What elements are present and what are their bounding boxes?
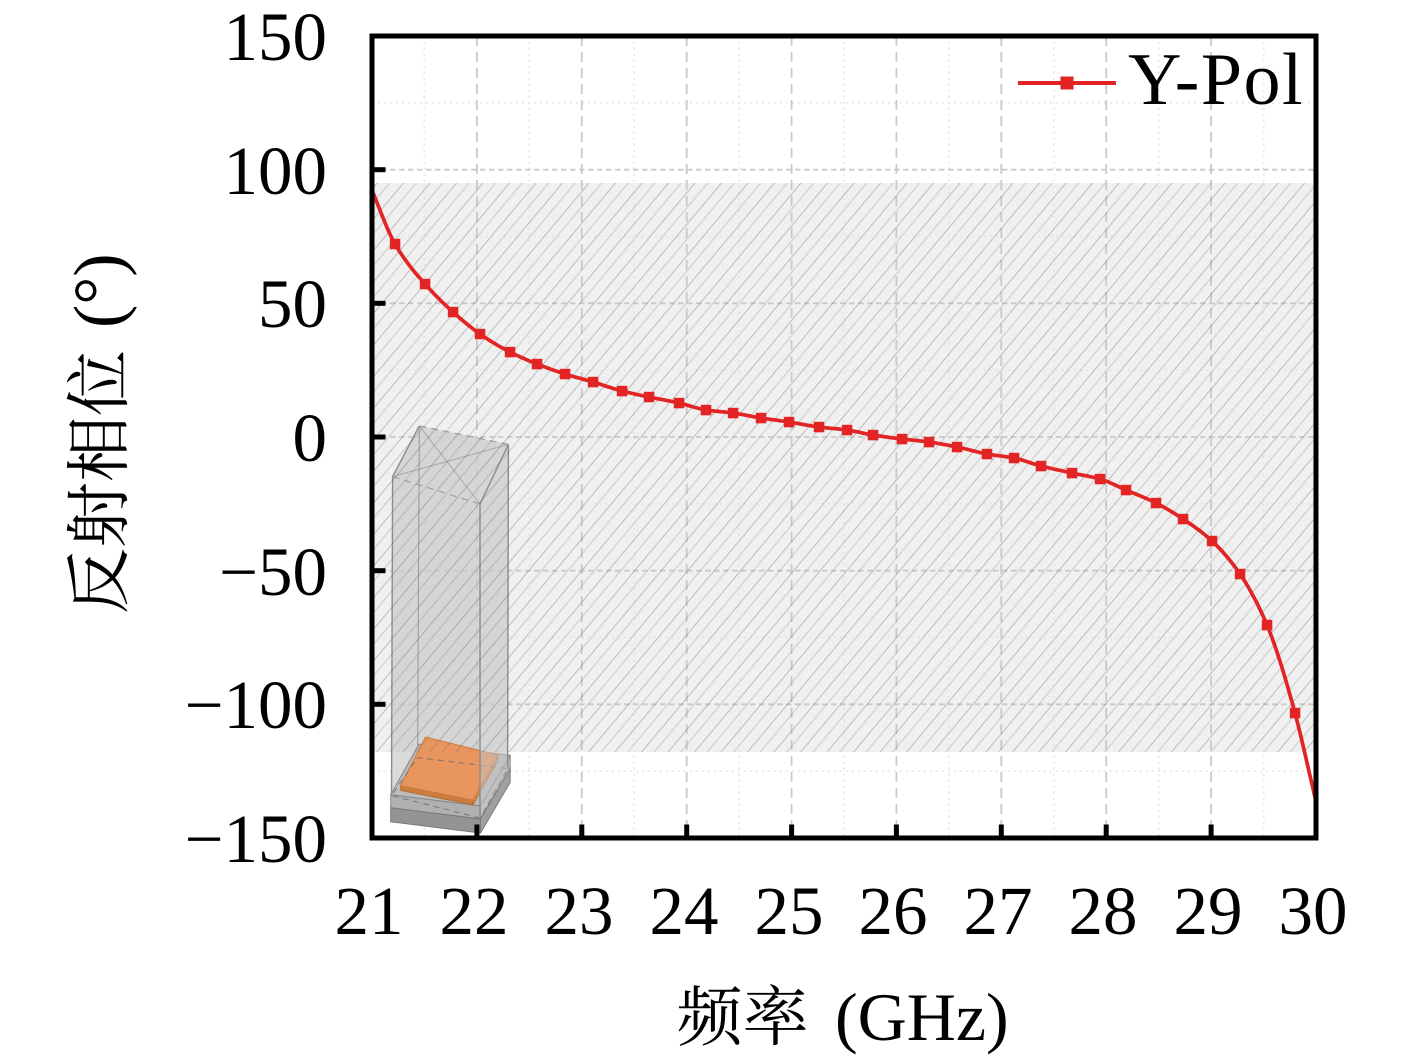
svg-text:0: 0 bbox=[293, 400, 328, 476]
svg-text:26: 26 bbox=[859, 873, 928, 949]
svg-text:25: 25 bbox=[755, 873, 824, 949]
svg-text:−100: −100 bbox=[185, 667, 327, 743]
svg-text:29: 29 bbox=[1174, 873, 1243, 949]
svg-text:50: 50 bbox=[258, 266, 327, 342]
svg-text:(GHz): (GHz) bbox=[835, 979, 1009, 1055]
svg-text:21: 21 bbox=[335, 873, 404, 949]
svg-text:Y-Pol: Y-Pol bbox=[1128, 39, 1304, 121]
svg-text:23: 23 bbox=[545, 873, 614, 949]
svg-text:−150: −150 bbox=[185, 801, 327, 877]
svg-text:27: 27 bbox=[964, 873, 1033, 949]
svg-text:22: 22 bbox=[440, 873, 509, 949]
svg-text:30: 30 bbox=[1279, 873, 1348, 949]
svg-text:100: 100 bbox=[224, 133, 328, 209]
svg-text:(°): (°) bbox=[61, 253, 138, 328]
svg-text:28: 28 bbox=[1069, 873, 1138, 949]
svg-text:150: 150 bbox=[224, 0, 328, 75]
svg-text:−50: −50 bbox=[219, 534, 327, 610]
svg-text:24: 24 bbox=[650, 873, 719, 949]
